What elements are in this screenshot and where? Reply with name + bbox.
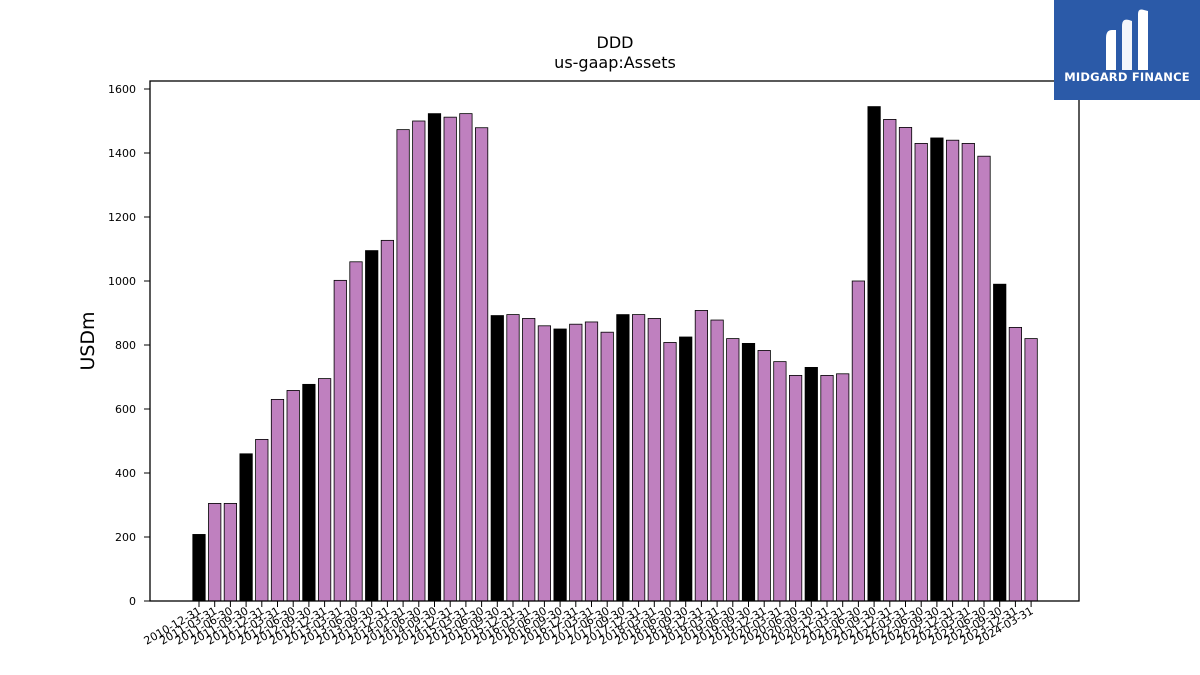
y-axis-label: USDm — [77, 311, 99, 370]
bar-2011-06-30 — [223, 502, 237, 602]
bar-2019-09-30 — [741, 342, 756, 602]
bar-2021-06-30 — [851, 280, 866, 602]
y-tick-label: 1400 — [108, 147, 136, 160]
bar-2017-12-31 — [632, 314, 646, 602]
y-tick-label: 400 — [115, 467, 136, 480]
bar-2024-03-31 — [1024, 338, 1038, 602]
bar-2023-03-31 — [961, 142, 975, 602]
bar-2015-06-30 — [474, 127, 489, 602]
y-tick-label: 1200 — [108, 211, 136, 224]
chart-subtitle: us-gaap:Assets — [554, 53, 676, 72]
bar-2020-03-31 — [773, 361, 787, 602]
plot-frame — [149, 80, 1080, 602]
bar-2019-03-31 — [710, 319, 724, 602]
bar-2012-12-31 — [317, 378, 332, 602]
bar-2016-03-31 — [522, 318, 536, 602]
bar-2014-12-31 — [443, 116, 457, 602]
bar-2014-09-30 — [427, 113, 442, 602]
bar-2019-12-31 — [757, 350, 771, 602]
bar-2013-09-30 — [365, 250, 379, 602]
y-tick-label: 800 — [115, 339, 136, 352]
bar-2016-06-30 — [537, 325, 552, 602]
bar-2015-03-31 — [459, 113, 473, 602]
bar-2022-12-31 — [946, 139, 960, 602]
bar-2022-03-31 — [898, 127, 913, 602]
bar-2015-09-30 — [490, 315, 504, 602]
y-tick-label: 0 — [129, 595, 136, 608]
bar-2020-06-30 — [789, 374, 803, 602]
bar-2013-12-31 — [380, 239, 395, 602]
bars — [192, 106, 1038, 602]
bar-2011-12-31 — [255, 438, 269, 602]
bar-2023-06-30 — [977, 155, 991, 602]
bar-2013-03-31 — [333, 279, 347, 602]
bar-2018-03-31 — [647, 318, 661, 602]
bar-2018-12-31 — [694, 310, 709, 602]
y-axis: 0 200 400 600 800 1000 1200 1400 1600 — [108, 83, 150, 608]
bar-2023-09-30 — [993, 283, 1007, 602]
bar-2012-09-30 — [302, 383, 316, 602]
chart-title: DDD — [597, 33, 634, 52]
bar-2020-12-31 — [820, 374, 834, 602]
bar-2010-12-31 — [192, 534, 206, 602]
bar-2014-06-30 — [412, 120, 426, 602]
bar-2017-06-30 — [600, 331, 614, 602]
bar-2012-06-30 — [286, 390, 300, 602]
bar-2023-12-31 — [1008, 326, 1023, 602]
midgard-logo-icon — [1106, 9, 1148, 70]
x-axis: 2010-12-312011-03-312011-06-302011-09-30… — [142, 601, 1036, 648]
logo: MIDGARD FINANCE — [1054, 0, 1200, 100]
bar-2021-12-31 — [883, 119, 897, 602]
bar-2020-09-30 — [804, 366, 818, 602]
bar-2012-03-31 — [270, 398, 285, 602]
y-tick-label: 200 — [115, 531, 136, 544]
bar-2021-09-30 — [867, 106, 881, 602]
bar-2011-03-31 — [208, 502, 222, 602]
y-tick-label: 1000 — [108, 275, 136, 288]
bar-2019-06-30 — [726, 338, 740, 602]
bar-2021-03-31 — [836, 373, 850, 602]
bar-2016-12-31 — [569, 323, 583, 602]
y-tick-label: 1600 — [108, 83, 136, 96]
bar-2018-06-30 — [663, 342, 677, 602]
y-tick-label: 600 — [115, 403, 136, 416]
bar-2022-09-30 — [930, 137, 944, 602]
bar-2016-09-30 — [553, 328, 567, 602]
bar-2013-06-30 — [349, 261, 363, 602]
bar-2017-09-30 — [616, 314, 630, 602]
logo-text: MIDGARD FINANCE — [1064, 70, 1190, 84]
bar-2015-12-31 — [506, 314, 520, 602]
bar-2014-03-31 — [396, 129, 410, 602]
bar-2017-03-31 — [584, 321, 599, 602]
bar-2022-06-30 — [914, 142, 928, 602]
bar-2018-09-30 — [679, 336, 693, 602]
bar-2011-09-30 — [239, 453, 253, 602]
